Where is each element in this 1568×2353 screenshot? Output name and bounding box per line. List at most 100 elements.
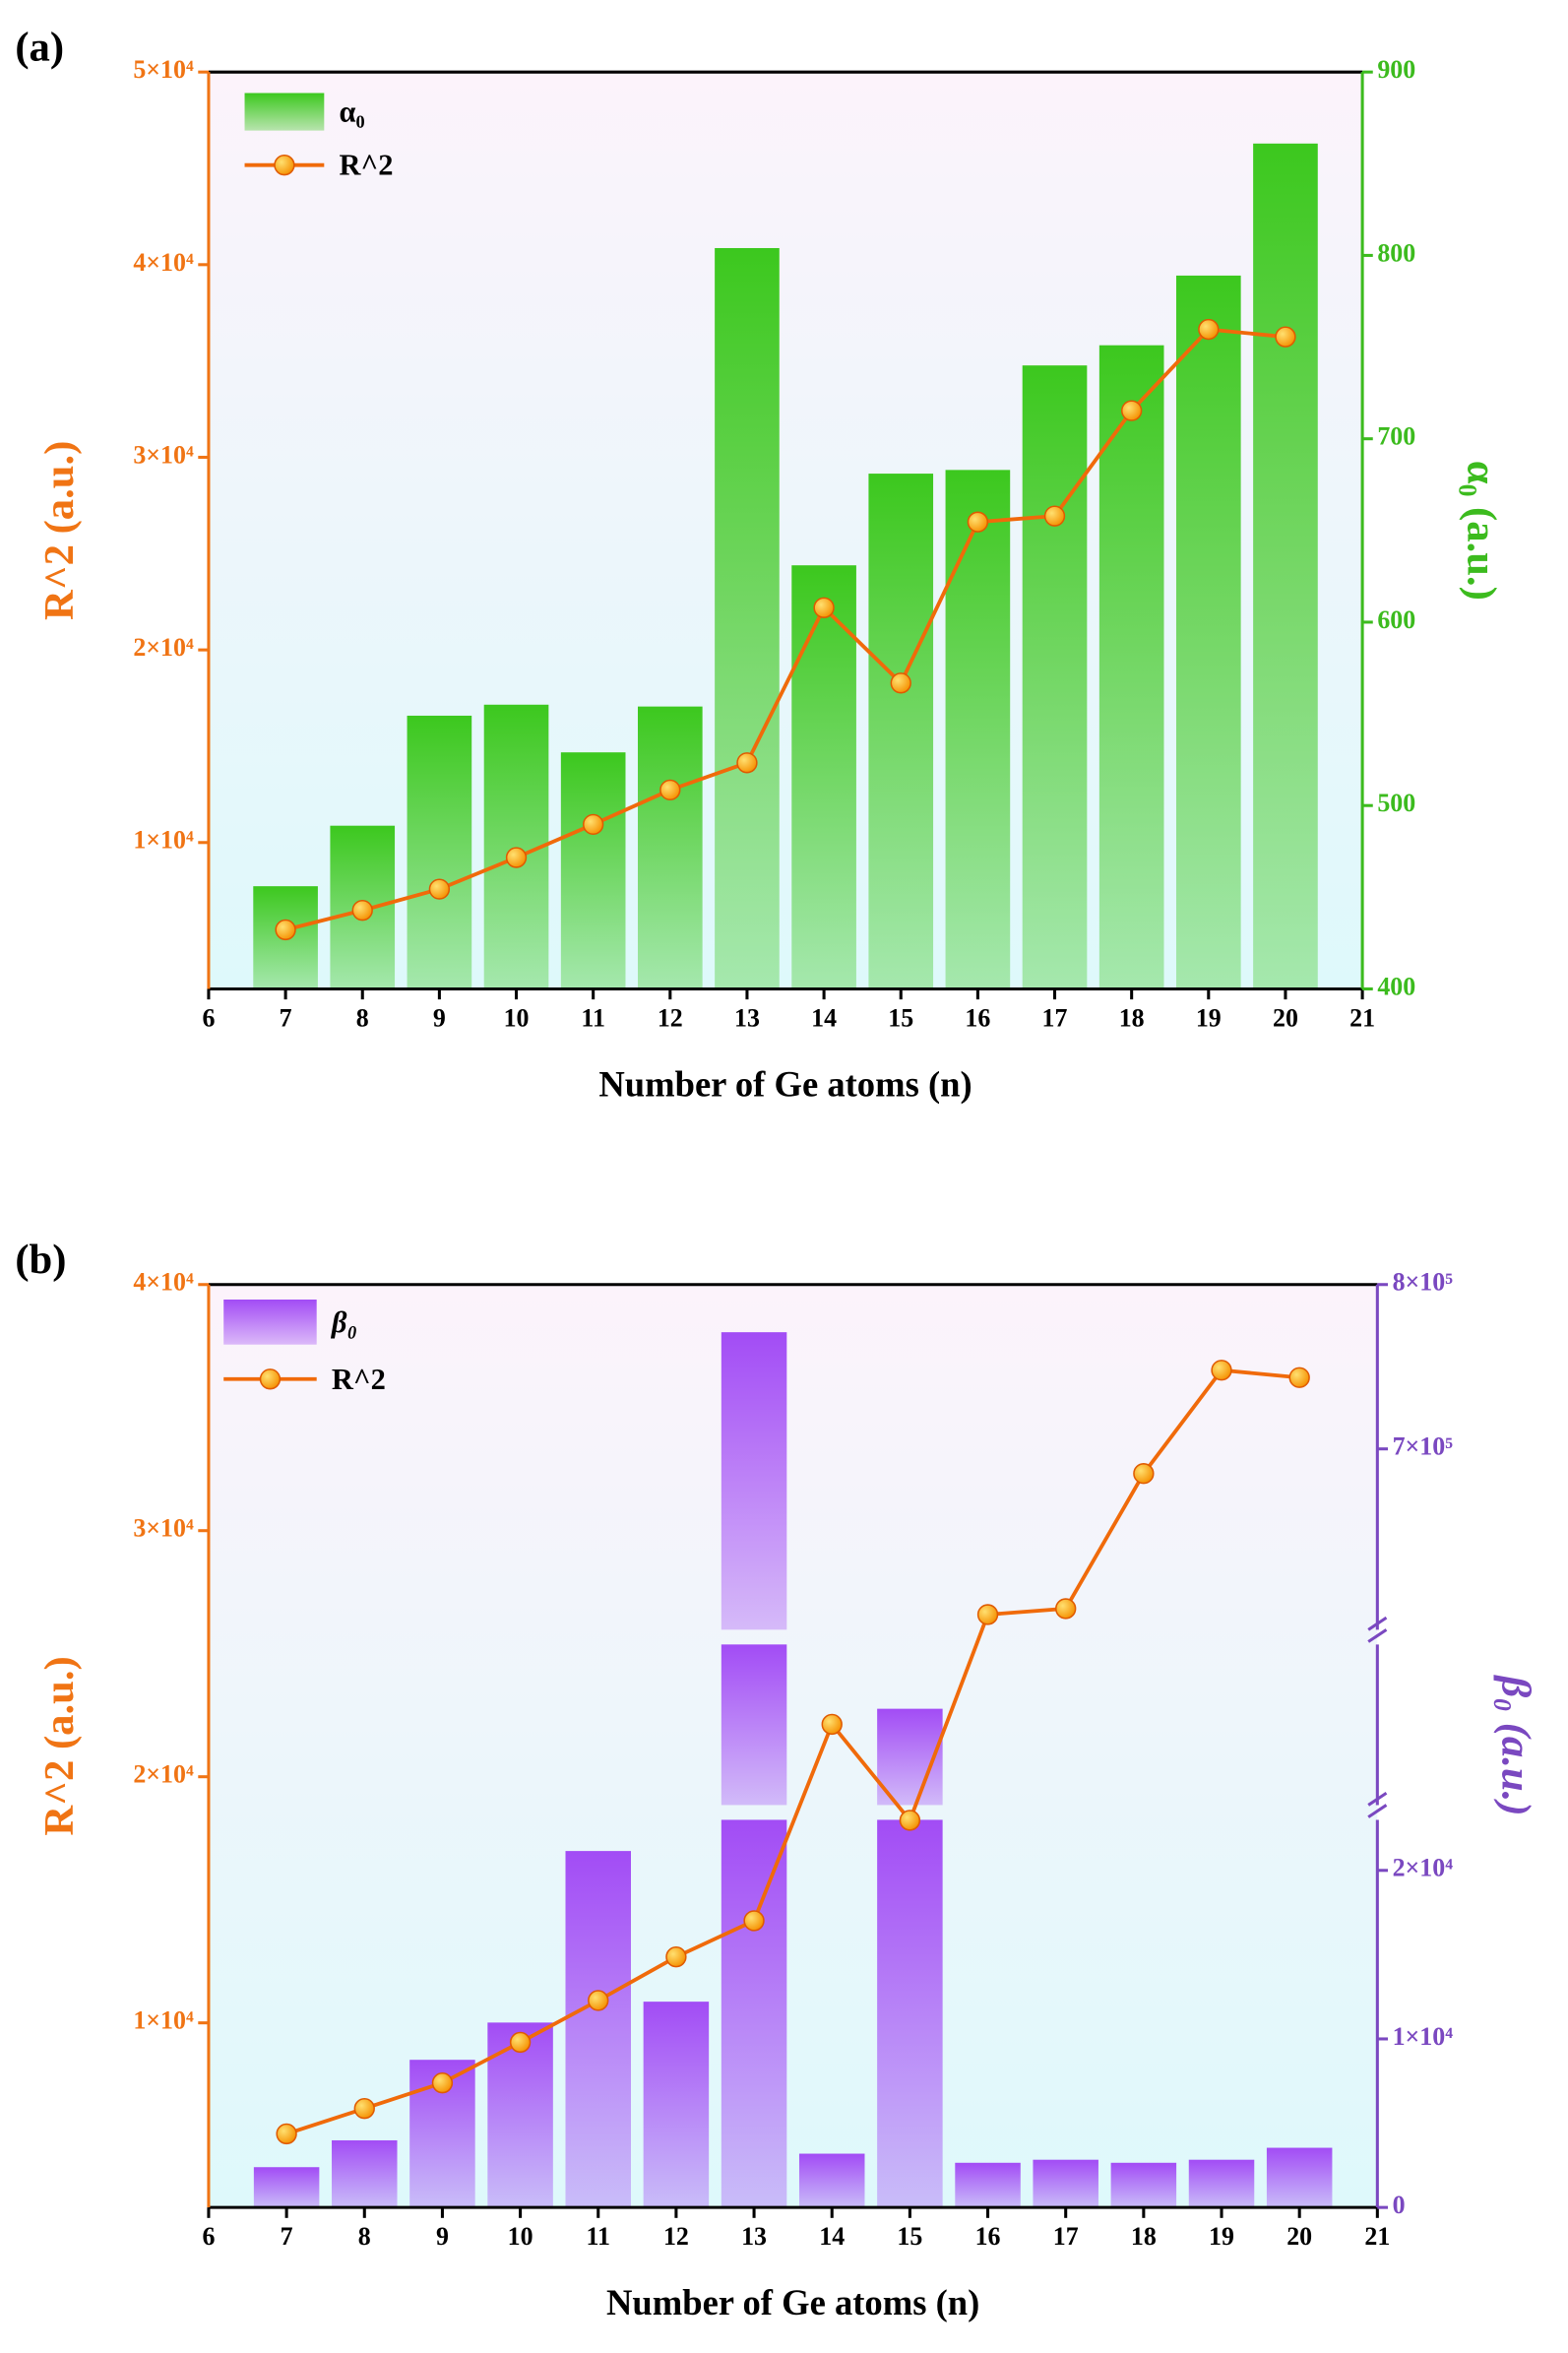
marker (431, 2071, 454, 2094)
legend-label: β₀ (331, 1305, 357, 1339)
x-tick-label: 11 (581, 1003, 604, 1032)
bar (791, 565, 856, 989)
y2-tick-label: 8×10⁵ (1393, 1268, 1454, 1297)
marker (351, 899, 373, 922)
marker (1043, 505, 1066, 527)
bar (1253, 143, 1318, 989)
bar (721, 1332, 787, 1630)
line (284, 327, 1286, 932)
bar (721, 1644, 787, 1806)
legend-label: R^2 (332, 1363, 386, 1396)
y2-axis-label: α₀ (a.u.) (1459, 461, 1505, 601)
bar (253, 2167, 320, 2208)
y-tick-label: 1×10⁴ (133, 826, 194, 855)
x-axis-label: Number of Ge atoms (n) (598, 1063, 972, 1104)
bar (1022, 365, 1088, 989)
y2-tick-label: 600 (1377, 605, 1415, 634)
y-tick-label: 2×10⁴ (133, 633, 194, 662)
bar (332, 2140, 398, 2208)
y-tick-label: 3×10⁴ (133, 440, 194, 469)
x-tick-label: 21 (1364, 2222, 1390, 2251)
bar (721, 1819, 787, 2208)
x-tick-label: 20 (1286, 2222, 1312, 2251)
bar (637, 706, 703, 989)
marker (659, 779, 681, 801)
line (285, 1367, 1300, 2136)
marker (665, 1946, 687, 1968)
x-tick-label: 8 (358, 2222, 371, 2251)
x-tick-label: 9 (433, 1003, 446, 1032)
axis-break (1367, 1628, 1388, 1643)
legend-label: R^2 (340, 149, 394, 182)
bar (565, 1851, 631, 2208)
y-tick-label: 4×10⁴ (133, 1268, 194, 1297)
bar (1098, 345, 1164, 989)
bar (955, 2162, 1021, 2208)
x-tick-label: 20 (1273, 1003, 1298, 1032)
marker (509, 2031, 532, 2054)
y-tick-label: 4×10⁴ (133, 248, 194, 277)
marker (588, 1990, 609, 2011)
y2-tick-label: 2×10⁴ (1393, 1854, 1454, 1882)
bar (868, 474, 934, 989)
x-tick-label: 19 (1209, 2222, 1234, 2251)
x-tick-label: 15 (897, 2222, 922, 2251)
marker (1055, 1598, 1077, 1620)
bar (560, 752, 626, 989)
x-tick-label: 8 (356, 1003, 369, 1032)
x-tick-label: 7 (281, 2222, 293, 2251)
y2-tick-label: 7×10⁵ (1393, 1432, 1454, 1461)
marker (1288, 1367, 1310, 1388)
marker (890, 672, 911, 694)
x-tick-label: 15 (888, 1003, 913, 1032)
x-tick-label: 18 (1131, 2222, 1157, 2251)
marker (821, 1713, 843, 1736)
x-tick-label: 10 (504, 1003, 530, 1032)
marker (1211, 1360, 1232, 1381)
legend-marker (274, 154, 295, 176)
marker (428, 878, 451, 900)
marker (1120, 400, 1143, 421)
marker (1275, 326, 1296, 348)
y-axis-label: R^2 (a.u.) (36, 1656, 83, 1835)
legend-swatch (223, 1299, 317, 1345)
marker (582, 813, 604, 836)
legend-marker (259, 1368, 282, 1390)
y2-tick-label: 0 (1393, 2191, 1406, 2219)
bar (1188, 2159, 1255, 2208)
marker (505, 847, 528, 868)
plot-background (208, 72, 1363, 989)
y2-tick-label: 400 (1377, 972, 1415, 1000)
x-tick-label: 9 (436, 2222, 449, 2251)
x-tick-label: 12 (658, 1003, 683, 1032)
x-tick-label: 21 (1349, 1003, 1375, 1032)
x-tick-label: 19 (1196, 1003, 1222, 1032)
marker (1133, 1463, 1155, 1485)
y2-tick-label: 700 (1377, 422, 1415, 451)
marker (743, 1910, 765, 1932)
y2-axis-label: β₀ (a.u.) (1493, 1674, 1539, 1815)
panel-label: (b) (15, 1237, 66, 1283)
legend-label: α₀ (340, 95, 365, 129)
marker (899, 1810, 921, 1831)
axis-break (1367, 1791, 1388, 1807)
panel-label: (a) (15, 25, 64, 71)
x-tick-label: 10 (508, 2222, 533, 2251)
x-tick-label: 17 (1053, 2222, 1079, 2251)
bar (1033, 2159, 1098, 2208)
x-tick-label: 18 (1119, 1003, 1145, 1032)
bar (407, 715, 472, 989)
y2-tick-label: 1×10⁴ (1393, 2022, 1454, 2051)
bar (1175, 275, 1241, 989)
y-tick-label: 1×10⁴ (133, 2006, 194, 2035)
bar (798, 2153, 865, 2208)
marker (353, 2097, 375, 2120)
x-tick-label: 7 (280, 1003, 292, 1032)
x-tick-label: 13 (734, 1003, 760, 1032)
bar (1266, 2147, 1333, 2208)
bar (715, 247, 780, 989)
x-tick-label: 14 (819, 2222, 845, 2251)
x-tick-label: 16 (975, 2222, 1001, 2251)
bar (643, 2002, 710, 2208)
x-tick-label: 12 (663, 2222, 689, 2251)
